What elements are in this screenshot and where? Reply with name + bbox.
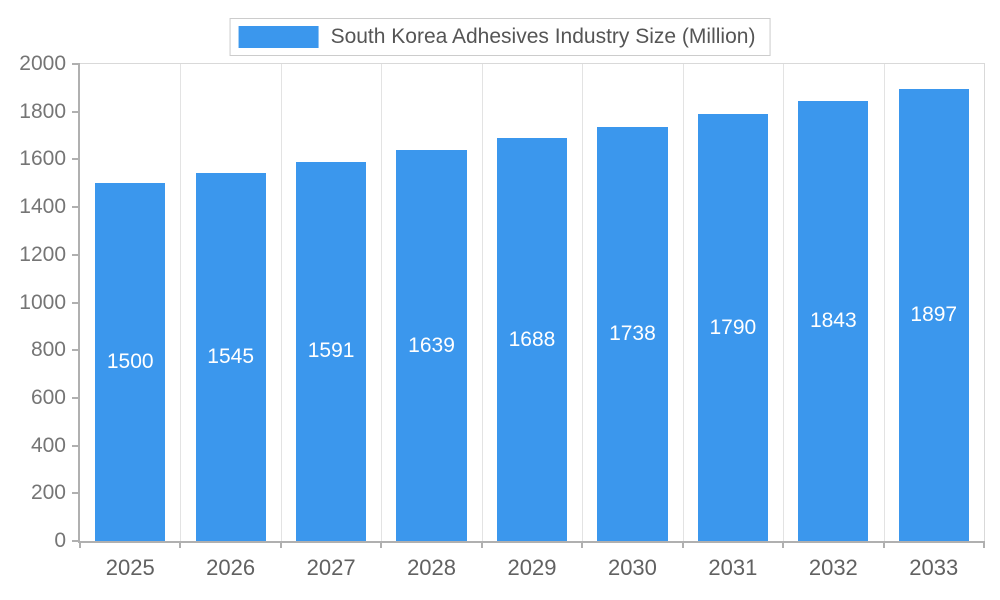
y-axis-tick-label: 800 <box>30 338 66 362</box>
y-axis-tick-label: 400 <box>30 433 66 457</box>
vertical-gridline <box>582 64 584 541</box>
x-axis-tick <box>179 541 182 548</box>
bar-value-label: 1545 <box>207 344 254 368</box>
x-axis-category-label: 2026 <box>206 555 256 580</box>
bar-value-label: 1500 <box>106 350 154 374</box>
bar-2027: 1591 <box>295 161 367 541</box>
x-axis-tick <box>581 541 584 548</box>
y-axis-tick-label: 1800 <box>19 99 66 123</box>
x-axis-category-label: 2031 <box>708 555 758 580</box>
x-axis-category-label: 2029 <box>507 555 557 580</box>
y-axis-tick <box>72 253 80 256</box>
x-axis-category-label: 2033 <box>909 555 959 580</box>
y-axis-tick <box>72 492 80 495</box>
x-axis-category-label: 2025 <box>105 555 155 580</box>
chart-legend: South Korea Adhesives Industry Size (Mil… <box>229 18 771 56</box>
vertical-gridline <box>783 64 785 541</box>
x-axis-tick <box>79 541 81 548</box>
x-axis-tick <box>681 541 684 548</box>
y-axis-tick <box>72 301 80 304</box>
y-axis-tick <box>72 349 80 352</box>
vertical-gridline <box>481 64 483 541</box>
bar-2026: 1545 <box>195 172 266 541</box>
y-axis-tick <box>72 540 80 542</box>
x-axis-category-label: 2030 <box>607 555 657 580</box>
y-axis-tick-label: 600 <box>30 385 66 409</box>
x-axis-tick <box>480 541 483 548</box>
vertical-gridline <box>180 64 182 541</box>
bar-2029: 1688 <box>496 138 568 541</box>
y-axis-tick <box>72 158 80 161</box>
x-axis-tick <box>279 541 282 548</box>
y-axis-tick <box>72 444 80 447</box>
y-axis-tick <box>72 396 80 399</box>
chart-title: South Korea Adhesives Industry Size (Mil… <box>330 25 756 48</box>
legend-color-swatch <box>238 26 319 48</box>
y-axis-tick-label: 1200 <box>19 242 66 266</box>
vertical-gridline <box>280 64 282 541</box>
bar-value-label: 1843 <box>809 309 857 333</box>
plot-area: 0 200 400 600 800 1000 1200 1400 1600 1800 2000 20… <box>19 52 985 580</box>
y-axis-tick-label: 2000 <box>19 52 66 75</box>
vertical-gridline <box>682 64 684 541</box>
bar-2025: 1500 <box>95 183 166 541</box>
bar-2032: 1843 <box>798 101 869 541</box>
bar-2033: 1897 <box>898 88 969 541</box>
y-axis-tick <box>72 63 80 65</box>
bar-2028: 1639 <box>396 150 467 541</box>
vertical-gridline <box>381 64 383 541</box>
x-axis-tick <box>380 541 383 548</box>
y-axis-tick <box>72 110 80 113</box>
x-axis-category-label: 2032 <box>808 555 858 580</box>
y-axis-tick-label: 1600 <box>19 147 66 171</box>
bar-value-label: 1688 <box>508 327 556 351</box>
y-axis-tick-label: 1000 <box>19 290 66 314</box>
bar-value-label: 1639 <box>408 333 455 357</box>
x-axis-category-label: 2028 <box>407 555 457 580</box>
vertical-gridline <box>883 64 885 541</box>
bar-2030: 1738 <box>597 126 668 541</box>
bar-value-label: 1591 <box>307 339 355 363</box>
x-axis-tick <box>882 541 885 548</box>
bar-value-label: 1738 <box>609 321 656 345</box>
x-axis-tick <box>782 541 785 548</box>
y-axis-tick-label: 200 <box>30 481 66 505</box>
x-axis-tick <box>983 541 985 548</box>
y-axis-tick <box>72 206 80 209</box>
y-axis-tick-label: 0 <box>54 529 66 552</box>
y-axis-tick-label: 1400 <box>19 195 66 219</box>
bar-value-label: 1897 <box>910 302 958 326</box>
x-axis-category-label: 2027 <box>306 555 356 580</box>
bar-2031: 1790 <box>697 114 769 541</box>
bar-value-label: 1790 <box>709 315 757 339</box>
